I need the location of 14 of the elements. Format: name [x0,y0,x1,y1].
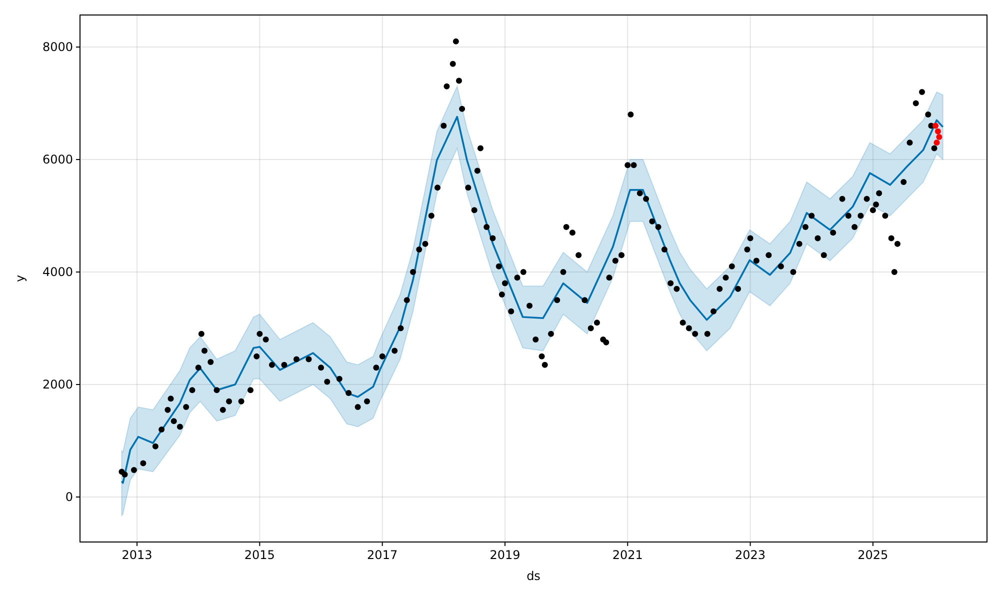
x-tick-label: 2017 [367,548,398,562]
x-tick-label: 2015 [244,548,275,562]
x-tick-label: 2021 [612,548,643,562]
y-tick-label: 4000 [42,265,73,280]
x-tick-label: 2023 [735,548,766,562]
x-tick-label: 2013 [122,548,152,562]
y-tick-label: 0 [65,490,73,504]
x-axis-title: ds [526,569,540,583]
y-tick-label: 6000 [42,152,73,167]
y-tick-label: 8000 [42,40,73,54]
y-axis-title: y [13,274,27,282]
y-tick-label: 2000 [42,378,73,392]
x-tick-label: 2019 [490,548,520,562]
x-tick-label: 2025 [858,548,888,562]
